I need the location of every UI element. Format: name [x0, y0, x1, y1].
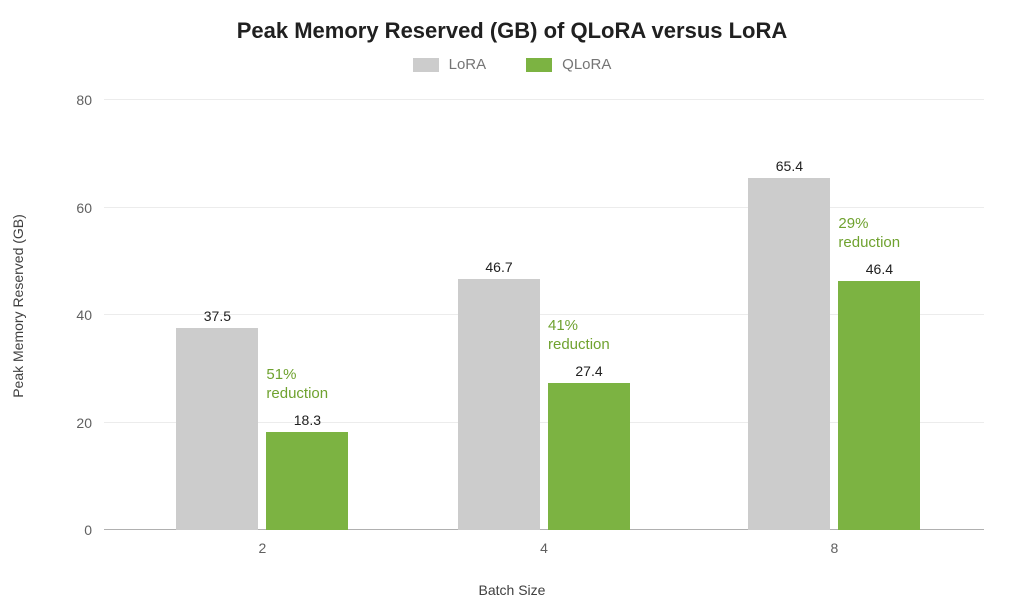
bar-qlora: 18.3	[266, 432, 348, 530]
legend-swatch-qlora	[526, 58, 552, 72]
reduction-pct: 41%	[548, 317, 578, 334]
legend: LoRA QLoRA	[0, 56, 1024, 73]
bar-qlora: 46.4	[838, 281, 920, 530]
bar-value-label: 46.4	[866, 261, 893, 277]
bar-value-label: 46.7	[485, 259, 512, 275]
legend-item-lora: LoRA	[413, 56, 487, 73]
y-tick-label: 20	[52, 415, 92, 431]
reduction-annotation: 51% reduction	[266, 366, 328, 404]
reduction-annotation: 29% reduction	[838, 215, 900, 253]
x-tick-label: 2	[258, 540, 266, 556]
plot-area: 80 60 40 20 0 2 4 8 37.5 18.3 51% reduct…	[104, 100, 984, 530]
x-tick-label: 4	[540, 540, 548, 556]
y-axis-label: Peak Memory Reserved (GB)	[10, 214, 26, 398]
reduction-word: reduction	[838, 234, 900, 251]
bar-lora: 37.5	[176, 328, 258, 530]
y-tick-label: 0	[52, 522, 92, 538]
reduction-pct: 51%	[266, 366, 296, 383]
legend-label-qlora: QLoRA	[562, 56, 611, 73]
bar-lora: 46.7	[458, 279, 540, 530]
reduction-word: reduction	[266, 385, 328, 402]
gridline	[104, 99, 984, 100]
bar-value-label: 65.4	[776, 158, 803, 174]
legend-label-lora: LoRA	[449, 56, 487, 73]
legend-swatch-lora	[413, 58, 439, 72]
reduction-annotation: 41% reduction	[548, 317, 610, 355]
y-tick-label: 80	[52, 92, 92, 108]
y-tick-label: 60	[52, 200, 92, 216]
gridline	[104, 207, 984, 208]
y-tick-label: 40	[52, 307, 92, 323]
legend-item-qlora: QLoRA	[526, 56, 611, 73]
bar-lora: 65.4	[748, 178, 830, 530]
reduction-pct: 29%	[838, 215, 868, 232]
bar-value-label: 37.5	[204, 308, 231, 324]
chart-title: Peak Memory Reserved (GB) of QLoRA versu…	[0, 18, 1024, 44]
x-axis-label: Batch Size	[0, 582, 1024, 598]
bar-value-label: 27.4	[575, 363, 602, 379]
reduction-word: reduction	[548, 336, 610, 353]
chart-container: Peak Memory Reserved (GB) of QLoRA versu…	[0, 0, 1024, 612]
x-tick-label: 8	[830, 540, 838, 556]
bar-qlora: 27.4	[548, 383, 630, 530]
bar-value-label: 18.3	[294, 412, 321, 428]
